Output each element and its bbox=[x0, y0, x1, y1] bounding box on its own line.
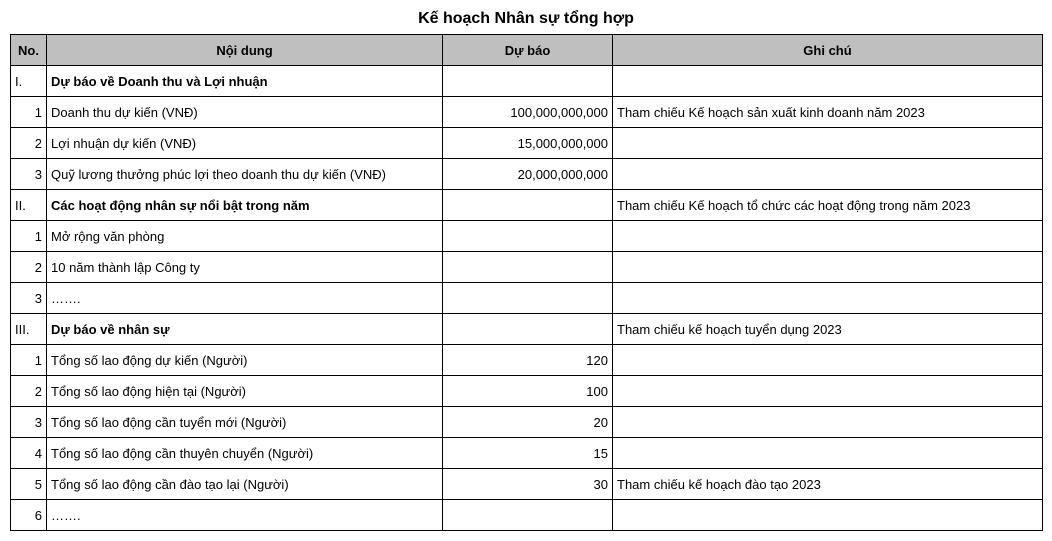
table-row: 1Mở rộng văn phòng bbox=[11, 221, 1043, 252]
cell-ghichu bbox=[613, 500, 1043, 531]
cell-noidung: Dự báo về nhân sự bbox=[47, 314, 443, 345]
table-row: 3Quỹ lương thưởng phúc lợi theo doanh th… bbox=[11, 159, 1043, 190]
cell-ghichu bbox=[613, 376, 1043, 407]
table-row: 4Tổng số lao động cần thuyên chuyển (Ngư… bbox=[11, 438, 1043, 469]
cell-dubao: 15 bbox=[443, 438, 613, 469]
cell-ghichu bbox=[613, 252, 1043, 283]
cell-no: 1 bbox=[11, 345, 47, 376]
cell-noidung: Các hoạt động nhân sự nổi bật trong năm bbox=[47, 190, 443, 221]
cell-no: III. bbox=[11, 314, 47, 345]
table-row: 2Lợi nhuận dự kiến (VNĐ)15,000,000,000 bbox=[11, 128, 1043, 159]
cell-ghichu: Tham chiếu kế hoạch đào tạo 2023 bbox=[613, 469, 1043, 500]
cell-no: 3 bbox=[11, 407, 47, 438]
cell-ghichu: Tham chiếu Kế hoạch tổ chức các hoạt độn… bbox=[613, 190, 1043, 221]
cell-ghichu bbox=[613, 345, 1043, 376]
cell-noidung: Dự báo về Doanh thu và Lợi nhuận bbox=[47, 66, 443, 97]
cell-dubao: 20,000,000,000 bbox=[443, 159, 613, 190]
cell-dubao: 120 bbox=[443, 345, 613, 376]
cell-no: 1 bbox=[11, 97, 47, 128]
table-row: 210 năm thành lập Công ty bbox=[11, 252, 1043, 283]
cell-dubao: 20 bbox=[443, 407, 613, 438]
cell-ghichu bbox=[613, 221, 1043, 252]
table-row: 1Tổng số lao động dự kiến (Người)120 bbox=[11, 345, 1043, 376]
cell-dubao: 30 bbox=[443, 469, 613, 500]
cell-no: 5 bbox=[11, 469, 47, 500]
cell-dubao bbox=[443, 500, 613, 531]
cell-no: 3 bbox=[11, 283, 47, 314]
table-row: III.Dự báo về nhân sự Tham chiếu kế hoạch… bbox=[11, 314, 1043, 345]
cell-noidung: Tổng số lao động hiện tại (Người) bbox=[47, 376, 443, 407]
page-title: Kế hoạch Nhân sự tổng hợp bbox=[10, 10, 1042, 28]
col-dubao: Dự báo bbox=[443, 35, 613, 66]
cell-noidung: ……. bbox=[47, 283, 443, 314]
cell-ghichu bbox=[613, 159, 1043, 190]
cell-noidung: Doanh thu dự kiến (VNĐ) bbox=[47, 97, 443, 128]
cell-noidung: Tổng số lao động cần đào tạo lại (Người) bbox=[47, 469, 443, 500]
cell-no: 4 bbox=[11, 438, 47, 469]
cell-dubao bbox=[443, 66, 613, 97]
cell-noidung: Lợi nhuận dự kiến (VNĐ) bbox=[47, 128, 443, 159]
cell-dubao bbox=[443, 314, 613, 345]
cell-ghichu bbox=[613, 66, 1043, 97]
cell-no: 1 bbox=[11, 221, 47, 252]
cell-noidung: Quỹ lương thưởng phúc lợi theo doanh thu… bbox=[47, 159, 443, 190]
col-ghichu: Ghi chú bbox=[613, 35, 1043, 66]
cell-noidung: Tổng số lao động dự kiến (Người) bbox=[47, 345, 443, 376]
cell-ghichu bbox=[613, 438, 1043, 469]
table-row: 6……. bbox=[11, 500, 1043, 531]
cell-ghichu bbox=[613, 283, 1043, 314]
cell-ghichu: Tham chiếu kế hoạch tuyển dụng 2023 bbox=[613, 314, 1043, 345]
cell-ghichu: Tham chiếu Kế hoạch sản xuất kinh doanh … bbox=[613, 97, 1043, 128]
col-no: No. bbox=[11, 35, 47, 66]
cell-dubao bbox=[443, 190, 613, 221]
cell-no: I. bbox=[11, 66, 47, 97]
cell-dubao: 100,000,000,000 bbox=[443, 97, 613, 128]
hr-plan-table: No. Nội dung Dự báo Ghi chú I.Dự báo về … bbox=[10, 34, 1043, 531]
table-row: II.Các hoạt động nhân sự nổi bật trong n… bbox=[11, 190, 1043, 221]
cell-no: 2 bbox=[11, 252, 47, 283]
cell-no: 6 bbox=[11, 500, 47, 531]
table-row: 3Tổng số lao động cần tuyển mới (Người)2… bbox=[11, 407, 1043, 438]
table-row: 5Tổng số lao động cần đào tạo lại (Người… bbox=[11, 469, 1043, 500]
cell-ghichu bbox=[613, 407, 1043, 438]
cell-noidung: Tổng số lao động cần thuyên chuyển (Ngườ… bbox=[47, 438, 443, 469]
table-row: I.Dự báo về Doanh thu và Lợi nhuận bbox=[11, 66, 1043, 97]
cell-no: II. bbox=[11, 190, 47, 221]
cell-noidung: 10 năm thành lập Công ty bbox=[47, 252, 443, 283]
cell-dubao bbox=[443, 221, 613, 252]
cell-noidung: ……. bbox=[47, 500, 443, 531]
cell-no: 3 bbox=[11, 159, 47, 190]
cell-noidung: Tổng số lao động cần tuyển mới (Người) bbox=[47, 407, 443, 438]
table-row: 3……. bbox=[11, 283, 1043, 314]
table-row: 1Doanh thu dự kiến (VNĐ)100,000,000,000T… bbox=[11, 97, 1043, 128]
cell-dubao: 100 bbox=[443, 376, 613, 407]
cell-dubao bbox=[443, 252, 613, 283]
header-row: No. Nội dung Dự báo Ghi chú bbox=[11, 35, 1043, 66]
cell-no: 2 bbox=[11, 128, 47, 159]
cell-ghichu bbox=[613, 128, 1043, 159]
cell-no: 2 bbox=[11, 376, 47, 407]
table-row: 2Tổng số lao động hiện tại (Người)100 bbox=[11, 376, 1043, 407]
col-noidung: Nội dung bbox=[47, 35, 443, 66]
cell-dubao bbox=[443, 283, 613, 314]
cell-dubao: 15,000,000,000 bbox=[443, 128, 613, 159]
cell-noidung: Mở rộng văn phòng bbox=[47, 221, 443, 252]
